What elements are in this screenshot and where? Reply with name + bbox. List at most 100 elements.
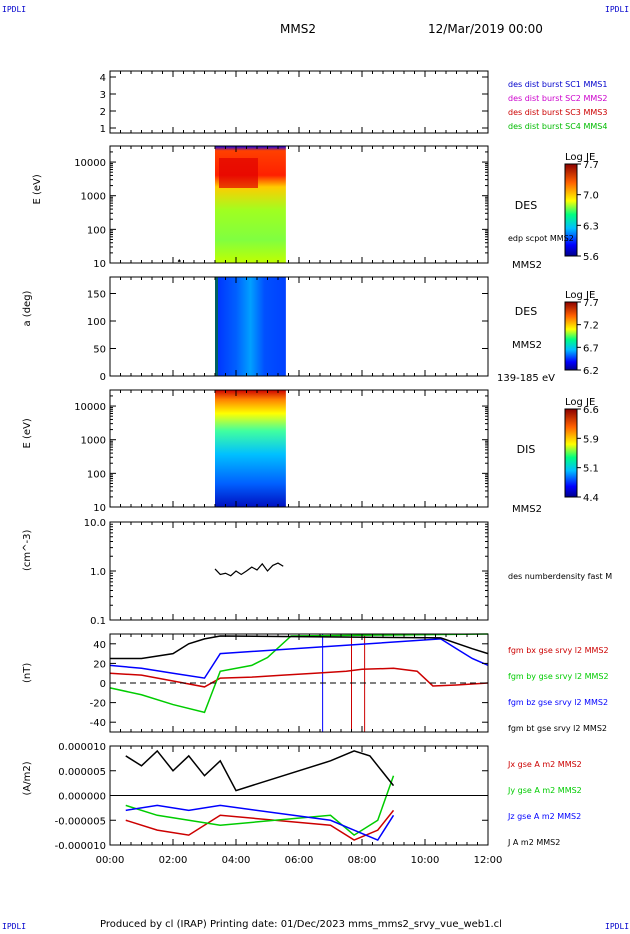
burst-legend-entry: des dist burst SC2 MMS2 [508, 94, 607, 103]
des-energy-y-tick-label: 10 [93, 259, 106, 270]
des-energy-ylabel: E (eV) [32, 174, 43, 204]
des-energy-label: DES [515, 199, 537, 212]
panel-frame [109, 389, 489, 508]
bfield-y-tick-label: -40 [90, 718, 106, 729]
colorbar-tick-label: 7.0 [583, 191, 599, 202]
bfield-series-line [109, 667, 489, 688]
x-tick-label: 10:00 [411, 855, 440, 866]
current-y-tick-label: 0.000005 [58, 767, 106, 778]
pitch-y-tick-label: 150 [87, 290, 106, 301]
colorbar-tick-label: 7.2 [583, 321, 599, 332]
current-y-tick-label: -0.000010 [55, 841, 106, 852]
bfield-y-tick-label: -20 [90, 699, 106, 710]
colorbar-tick-label: 6.6 [583, 405, 599, 416]
burst-legend-entry: des dist burst SC3 MMS3 [508, 108, 607, 117]
bfield-series-label: fgm bx gse srvy l2 MMS2 [508, 646, 609, 655]
bfield-series-label: fgm bt gse srvy l2 MMS2 [508, 724, 607, 733]
bfield-y-tick-label: 40 [93, 640, 106, 651]
corner-mark-bottom-left: IPDLI [2, 922, 27, 931]
corner-mark-top-right: IPDLI [605, 5, 630, 14]
des-energy-y-tick-label: 1000 [81, 192, 106, 203]
dis-energy-ylabel: E (eV) [22, 418, 33, 448]
current-series-label: Jy gse A m2 MMS2 [507, 786, 582, 795]
des-energy-probe-label: MMS2 [512, 260, 542, 271]
pitch-spectrogram [215, 277, 286, 376]
panel-frame [109, 521, 489, 621]
current-series-line [125, 804, 395, 841]
density-ylabel: (cm^-3) [22, 530, 33, 571]
dis-energy-y-tick-label: 1000 [81, 436, 106, 447]
colorbar-tick-label: 7.7 [583, 160, 599, 171]
x-tick-label: 00:00 [96, 855, 125, 866]
current-ylabel: (A/m2) [22, 761, 33, 795]
x-tick-label: 06:00 [285, 855, 314, 866]
bfield-ylabel: (nT) [22, 663, 33, 683]
colorbar-tick-label: 6.2 [583, 366, 599, 377]
colorbar [564, 408, 578, 498]
colorbar-tick-label: 5.6 [583, 252, 599, 263]
colorbar [564, 163, 578, 257]
pitch-y-tick-label: 100 [87, 317, 106, 328]
colorbar-tick-label: 6.3 [583, 221, 599, 232]
footer-text: Produced by cl (IRAP) Printing date: 01/… [100, 919, 502, 930]
x-tick-label: 08:00 [348, 855, 377, 866]
density-y-tick-label: 10.0 [84, 518, 106, 529]
x-tick-label: 02:00 [159, 855, 188, 866]
bfield-series-label: fgm bz gse srvy l2 MMS2 [508, 698, 608, 707]
x-tick-label: 04:00 [222, 855, 251, 866]
bfield-y-tick-label: 20 [93, 659, 106, 670]
burst-legend-entry: des dist burst SC4 MMS4 [508, 122, 607, 131]
current-series-label: J A m2 MMS2 [507, 838, 560, 847]
colorbar-tick-label: 4.4 [583, 493, 599, 504]
bfield-series-label: fgm by gse srvy l2 MMS2 [508, 672, 609, 681]
colorbar-title: Log JE [565, 397, 595, 408]
des-energy-hot-band [219, 158, 258, 188]
density-series-line [214, 562, 284, 577]
dis-energy-y-tick-label: 100 [87, 469, 106, 480]
density-y-tick-label: 0.1 [90, 616, 106, 627]
dis-energy-label: DIS [517, 443, 536, 456]
current-y-tick-label: 0.000000 [58, 792, 106, 803]
burst-y-tick-label: 1 [100, 124, 106, 135]
bfield-series-line [109, 638, 489, 679]
burst-legend-entry: des dist burst SC1 MMS1 [508, 80, 607, 89]
colorbar-tick-label: 5.9 [583, 434, 599, 445]
x-tick-label: 12:00 [474, 855, 503, 866]
panel-frame [109, 145, 489, 264]
des-energy-y-tick-label: 10000 [74, 158, 106, 169]
colorbar-tick-label: 7.7 [583, 298, 599, 309]
dis-energy-y-tick-label: 10000 [74, 402, 106, 413]
pitch-ylabel: a (deg) [22, 290, 33, 326]
pitch-probe-label: MMS2 [512, 340, 542, 351]
colorbar-title: Log JE [565, 152, 595, 163]
burst-y-tick-label: 2 [100, 107, 106, 118]
bfield-series-line [110, 635, 489, 660]
colorbar-tick-label: 6.7 [583, 343, 599, 354]
burst-y-tick-label: 3 [100, 90, 106, 101]
pitch-energy-range: 139-185 eV [497, 373, 555, 384]
panel-frame [109, 70, 489, 134]
current-series-line [125, 809, 395, 841]
corner-mark-bottom-right: IPDLI [605, 922, 630, 931]
current-series-label: Jx gse A m2 MMS2 [507, 760, 582, 769]
current-series-line [125, 749, 395, 792]
des-energy-y-tick-label: 100 [87, 225, 106, 236]
current-y-tick-label: -0.000005 [55, 816, 106, 827]
bfield-series-line [109, 633, 489, 714]
current-series-line [125, 775, 395, 837]
density-series-label: des numberdensity fast M [508, 572, 612, 581]
pitch-edge [215, 277, 218, 376]
header-spacecraft: MMS2 [280, 22, 316, 36]
scpot-trace [177, 259, 181, 263]
bfield-y-tick-label: 0 [100, 679, 106, 690]
density-y-tick-label: 1.0 [90, 567, 106, 578]
pitch-y-tick-label: 50 [93, 345, 106, 356]
dis-energy-y-tick-label: 10 [93, 503, 106, 514]
dis-energy-probe-label: MMS2 [512, 504, 542, 515]
current-y-tick-label: 0.000010 [58, 742, 106, 753]
current-series-label: Jz gse A m2 MMS2 [507, 812, 581, 821]
pitch-y-tick-label: 0 [100, 372, 106, 383]
pitch-label: DES [515, 305, 537, 318]
corner-mark-top-left: IPDLI [2, 5, 27, 14]
